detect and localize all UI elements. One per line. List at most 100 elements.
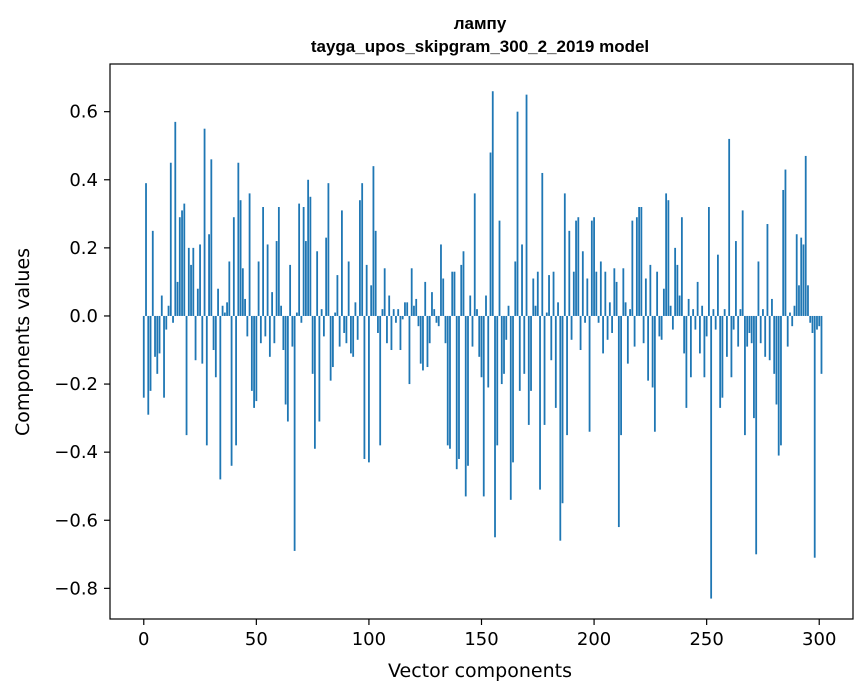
bar-42	[237, 162, 240, 316]
bar-115	[401, 315, 404, 320]
bar-30	[210, 159, 213, 316]
x-tick-label: 300	[802, 629, 836, 650]
bar-110	[390, 315, 393, 351]
y-tick-label: 0.2	[69, 238, 98, 259]
y-tick-label: −0.6	[54, 510, 98, 531]
bar-190	[570, 315, 573, 340]
bar-51	[257, 261, 260, 316]
y-tick-label: 0.6	[69, 102, 98, 123]
bar-166	[516, 111, 519, 316]
bar-83	[329, 315, 332, 381]
bar-228	[656, 271, 659, 316]
bar-119	[410, 268, 413, 316]
bar-82	[327, 183, 330, 316]
bar-213	[622, 268, 625, 316]
bar-126	[426, 315, 429, 368]
bar-74	[309, 196, 312, 316]
bar-117	[406, 302, 409, 316]
bar-95	[356, 315, 359, 340]
x-tick-label: 250	[689, 629, 723, 650]
bar-39	[230, 315, 233, 466]
bar-28	[205, 315, 208, 446]
bar-187	[563, 193, 566, 316]
bar-236	[674, 247, 677, 316]
bar-132	[440, 244, 442, 316]
bar-237	[676, 264, 679, 316]
bar-170	[525, 94, 528, 316]
bar-32	[214, 315, 217, 378]
bar-191	[572, 271, 575, 316]
bar-24	[196, 288, 199, 316]
bar-29	[208, 234, 210, 316]
bar-271	[753, 315, 755, 419]
bar-270	[750, 315, 753, 344]
bar-176	[539, 315, 541, 490]
bar-7	[158, 315, 161, 354]
bar-277	[766, 224, 769, 316]
bar-9	[163, 315, 165, 398]
bar-1	[145, 183, 147, 316]
bar-147	[473, 193, 476, 316]
bar-149	[478, 315, 481, 357]
bar-2	[147, 315, 150, 415]
bar-58	[273, 315, 276, 344]
bar-296	[809, 315, 812, 323]
bar-138	[453, 271, 456, 316]
bar-205	[604, 271, 607, 316]
bar-129	[433, 309, 436, 316]
bar-137	[451, 271, 454, 316]
bar-299	[816, 315, 818, 330]
bar-156	[494, 315, 496, 538]
x-tick-label: 0	[138, 629, 149, 650]
bar-253	[712, 309, 715, 316]
bar-112	[395, 315, 397, 323]
bar-146	[471, 315, 474, 347]
bar-89	[343, 315, 346, 333]
bar-269	[748, 315, 751, 333]
bar-20	[187, 247, 190, 316]
bar-272	[755, 315, 758, 555]
bar-163	[509, 315, 512, 500]
bar-63	[284, 315, 287, 405]
y-tick-label: −0.8	[54, 578, 98, 599]
y-axis-ticks: 0.6 0.4 0.2 0.0 −0.2 −0.4 −0.6 −0.8	[54, 102, 110, 599]
bar-66	[291, 315, 294, 347]
bar-10	[165, 315, 168, 330]
bar-289	[793, 305, 796, 316]
bar-128	[431, 292, 433, 316]
bar-5	[154, 315, 156, 357]
bar-281	[775, 315, 778, 405]
bar-262	[732, 315, 735, 330]
bar-251	[708, 207, 710, 316]
bar-212	[620, 315, 622, 436]
bar-108	[386, 315, 388, 344]
y-tick-label: 0.4	[69, 170, 98, 191]
bar-162	[507, 305, 510, 316]
bar-223	[644, 278, 647, 316]
bar-244	[692, 309, 695, 316]
bar-267	[744, 315, 746, 436]
bar-234	[669, 305, 672, 316]
bar-13	[172, 315, 174, 323]
bar-78	[318, 315, 321, 422]
x-tick-label: 200	[577, 629, 611, 650]
bar-87	[338, 315, 341, 347]
bar-263	[735, 241, 737, 316]
bar-98	[363, 315, 366, 459]
y-axis-label: Components values	[12, 248, 34, 436]
bar-250	[705, 315, 708, 337]
bar-258	[723, 309, 726, 316]
bar-103	[374, 230, 377, 316]
bar-229	[658, 315, 661, 337]
x-tick-label: 50	[245, 629, 268, 650]
bar-158	[498, 220, 501, 316]
bar-221	[640, 207, 643, 316]
bar-45	[244, 298, 246, 316]
bar-25	[199, 244, 201, 316]
bar-151	[482, 315, 485, 497]
bar-57	[271, 292, 274, 316]
bar-12	[169, 162, 172, 316]
bar-101	[370, 285, 373, 316]
bar-252	[710, 315, 713, 599]
